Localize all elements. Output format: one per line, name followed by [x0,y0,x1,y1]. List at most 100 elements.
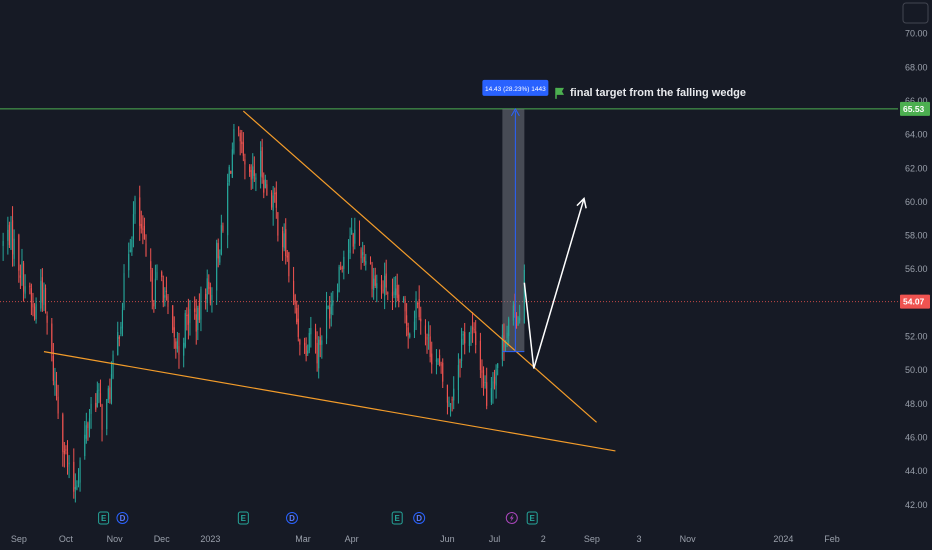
measure-label: 14.43 (28.23%) 1443 [482,79,549,96]
candle-body [260,151,262,177]
candle-body [490,388,492,403]
candle-body [275,191,277,208]
candle-body [282,231,284,248]
candle-body [387,292,389,294]
x-tick-label: 2 [541,534,546,544]
candles [2,123,525,503]
candle-body [319,336,321,345]
candle-body [41,277,43,303]
dividend-marker-label: D [416,514,422,523]
candle-body [417,303,419,305]
x-tick-label: Feb [824,534,840,544]
earnings-marker [98,511,110,525]
candle-body [165,290,167,293]
candle-body [73,461,75,492]
candle-body [482,370,485,387]
earnings-marker [237,511,249,525]
candle-body [451,399,453,401]
candle-body [33,306,36,320]
candle-body [271,192,273,208]
candle-body [2,241,4,246]
candle-body [209,287,211,304]
y-tick-label: 66.00 [905,96,928,106]
candle-body [150,261,152,269]
candle-body [453,388,455,401]
candle-body [464,331,466,344]
candle-body [501,334,503,360]
candle-body [264,179,266,189]
candle-body [384,275,386,297]
candle-body [87,423,89,429]
candle-body [88,418,91,431]
candle-body [216,242,218,291]
candle-body [44,287,47,311]
price-tag [900,101,930,116]
candle-body [10,221,12,250]
candle-body [277,212,279,236]
candle-body [448,401,450,407]
projection-arrow-head [576,197,587,209]
dividend-marker-label: D [289,514,295,523]
candle-body [57,396,59,414]
candle-body [325,306,328,339]
candle-body [428,334,430,336]
candle-body [7,229,9,241]
price-tag-text: 54.07 [903,297,925,307]
candle-body [519,318,521,321]
candle-body [66,452,69,468]
projection-path [523,198,585,369]
candle-body [508,318,510,337]
candle-body [473,329,475,331]
candle-body [118,337,120,339]
candle-body [117,332,119,356]
dividend-marker [116,512,129,524]
x-tick-label: Jun [440,534,455,544]
candle-body [296,308,298,323]
candle-body [173,327,175,337]
candle-body [77,480,80,484]
candle-body [479,340,481,370]
y-axis: 42.0044.0046.0048.0050.0052.0054.0056.00… [900,29,930,510]
candle-body [249,166,251,173]
candle-body [63,450,65,454]
y-tick-label: 70.00 [905,29,928,39]
candle-body [285,229,287,257]
candle-body [244,159,246,165]
measure-arrow-head [510,107,520,117]
candle-body [30,288,32,303]
candle-body [55,384,58,397]
menu-button[interactable] [902,2,929,24]
candle-body [134,197,136,215]
candle-body [475,331,477,345]
candle-body [238,126,240,130]
candle-body [164,295,166,298]
candle-body [132,214,135,240]
drawings: 14.43 (28.23%) 1443 final target from the… [43,79,746,452]
candle-body [415,298,417,318]
candle-body [442,362,444,382]
candle-body [376,283,378,289]
candle-body [327,306,329,308]
candle-body [429,336,431,357]
candle-body [515,314,518,327]
candle-body [51,323,53,354]
x-tick-label: 3 [636,534,641,544]
candle-body [62,414,64,452]
candle-body [450,403,452,405]
candle-body [481,370,483,373]
candle-body [336,289,339,298]
candle-body [198,302,200,320]
measure-box [502,108,525,352]
candle-body [517,317,519,326]
candle-body [96,390,98,407]
candle-body [211,294,213,300]
square-button-icon[interactable] [902,2,929,24]
price-tag [900,294,930,309]
candle-body [420,318,422,322]
candle-body [29,285,31,288]
green-flag-shape [556,87,564,95]
candle-body [200,289,202,320]
candle-body [409,333,411,338]
